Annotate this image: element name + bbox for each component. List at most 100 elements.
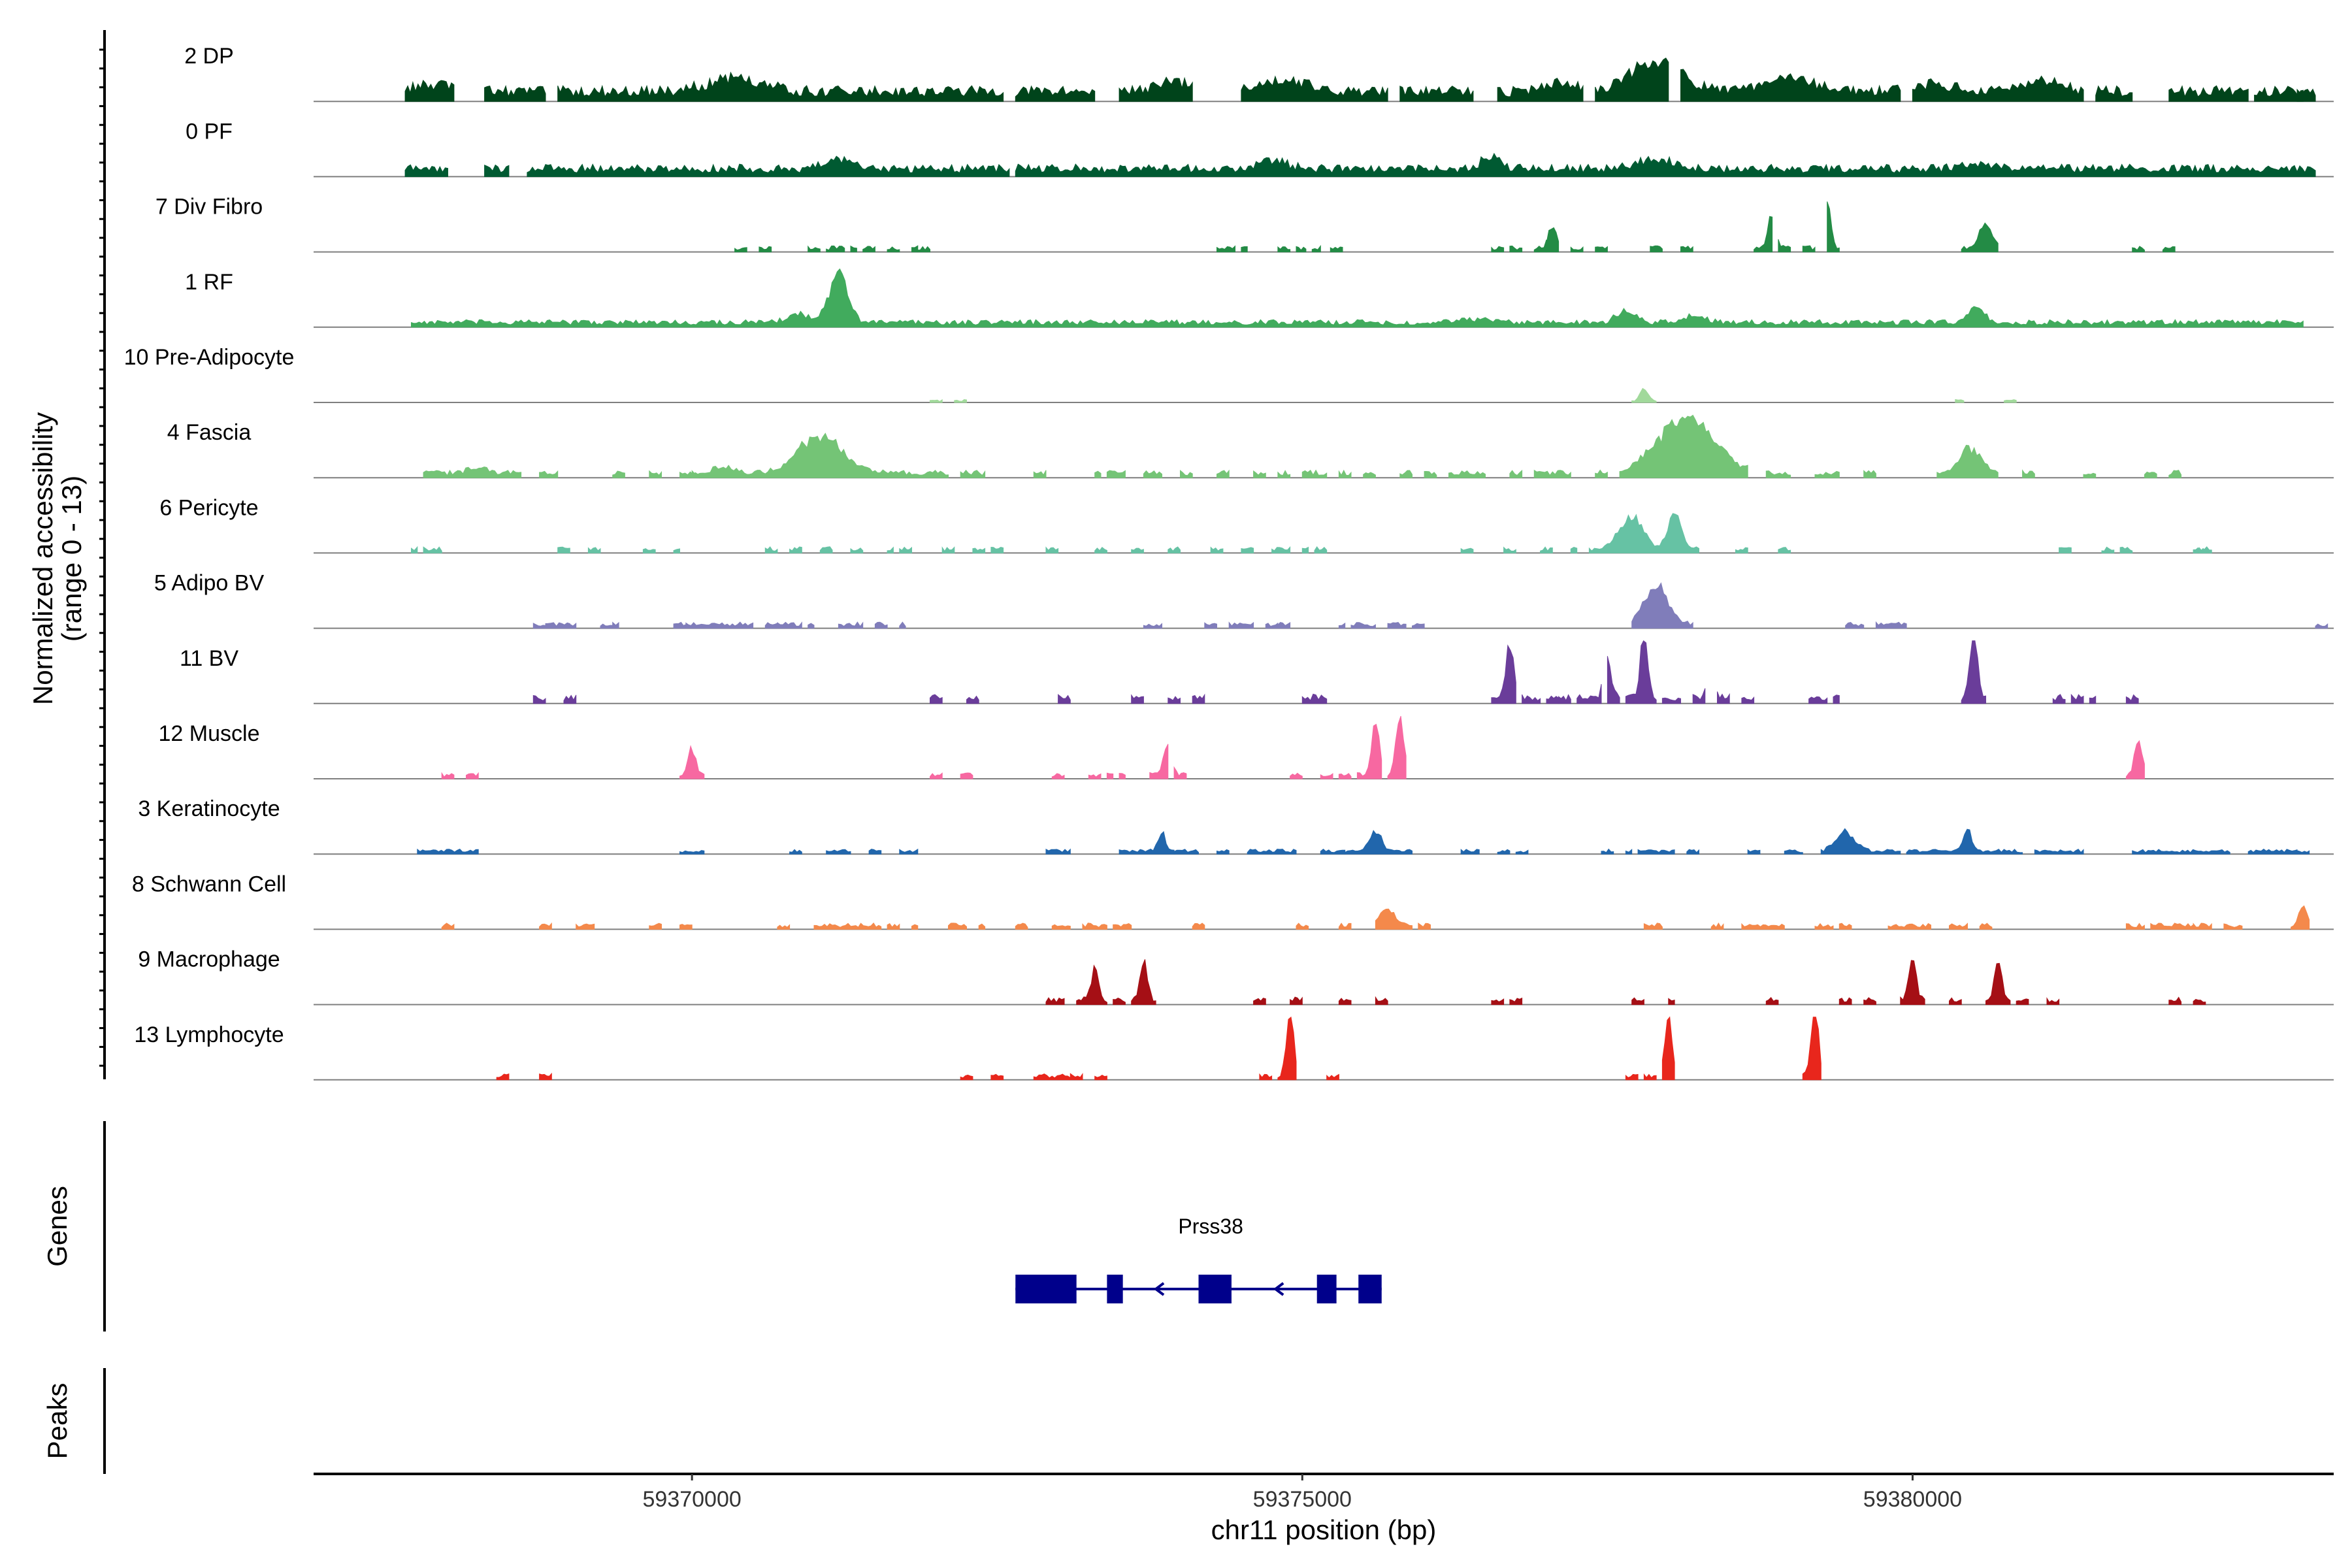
coverage-area [1217, 469, 1230, 478]
coverage-y-ticks [99, 48, 105, 1067]
coverage-area [1106, 470, 1126, 478]
coverage-area [1650, 245, 1663, 253]
coverage-area [1296, 923, 1309, 930]
coverage-area [838, 621, 864, 629]
coverage-area [960, 772, 973, 779]
coverage-area [1747, 849, 1761, 855]
coverage-area [1375, 908, 1413, 930]
coverage-area [2095, 85, 2133, 102]
coverage-area [1338, 923, 1352, 930]
coverage-area [1326, 1073, 1339, 1081]
coverage-area [1631, 997, 1644, 1005]
coverage-area [532, 694, 546, 704]
coverage-area [1106, 772, 1114, 779]
coverage-area [789, 546, 802, 553]
coverage-area [1311, 244, 1321, 253]
coverage-area [587, 547, 601, 553]
coverage-area [2125, 740, 2145, 779]
coverage-area [1271, 546, 1291, 553]
coverage-area [1692, 688, 1706, 704]
coverage-area [1814, 923, 1834, 930]
coverage-area [2119, 546, 2133, 553]
coverage-area [850, 922, 882, 930]
coverage-area [2193, 998, 2206, 1005]
coverage-area [2070, 693, 2084, 704]
coverage-area [1253, 470, 1266, 478]
coverage-area [539, 470, 559, 478]
coverage-area [1338, 773, 1352, 779]
coverage-area [1180, 772, 1187, 779]
coverage-area [691, 433, 949, 478]
coverage-area [1595, 469, 1608, 478]
coverage-area [1949, 923, 1968, 930]
coverage-area [930, 772, 943, 779]
coverage-area [679, 924, 693, 930]
coverage-area [576, 923, 595, 930]
coverage-area [649, 470, 662, 478]
track-label-0-pf: 0 PF [186, 119, 233, 144]
coverage-area [642, 548, 656, 553]
coverage-area [1540, 546, 1553, 553]
coverage-area [1717, 691, 1730, 704]
coverage-area [2004, 399, 2017, 403]
coverage-area [862, 246, 875, 253]
coverage-area [1131, 959, 1156, 1005]
coverage-area [411, 546, 418, 553]
track-label-11-bv: 11 BV [180, 646, 238, 671]
coverage-area [1497, 77, 1584, 102]
coverage-area [1180, 470, 1193, 478]
coverage-area [1217, 849, 1230, 855]
coverage-area [1754, 216, 1773, 253]
coverage-area [1491, 644, 1516, 704]
coverage-area [850, 547, 864, 553]
coverage-area [1827, 201, 1840, 253]
coverage-area [911, 924, 919, 930]
coverage-area [1356, 723, 1382, 779]
gene-strand-arrow [1153, 1282, 1165, 1296]
coverage-area [1838, 923, 1852, 930]
track-label-1-rf: 1 RF [185, 270, 233, 295]
coverage-area [1637, 849, 1675, 855]
coverage-area [1228, 621, 1254, 629]
coverage-area [826, 849, 851, 855]
coverage-area [1301, 469, 1328, 478]
coverage-area [1387, 621, 1407, 629]
coverage-area [2168, 85, 2249, 102]
coverage-area [2168, 996, 2181, 1005]
coverage-area [1680, 246, 1693, 253]
coverage-area [1625, 1073, 1639, 1081]
coverage-area [978, 923, 986, 930]
coverage-area [1784, 849, 1803, 855]
coverage-area [404, 80, 455, 102]
coverage-area [1546, 227, 1560, 253]
coverage-area [1113, 923, 1132, 930]
coverage-area [411, 268, 2304, 328]
coverage-area [990, 546, 1004, 553]
coverage-area [868, 849, 882, 855]
track-label-2-dp: 2 DP [184, 44, 234, 69]
track-label-5-adipo-bv: 5 Adipo BV [154, 571, 265, 596]
coverage-area [954, 399, 967, 403]
coverage-area [1643, 923, 1663, 930]
coverage-area [850, 245, 857, 253]
coverage-area [1625, 849, 1633, 855]
coverage-area [1015, 923, 1028, 930]
coverage-area [1173, 849, 1199, 855]
coverage-area [1522, 694, 1541, 704]
coverage-area [1045, 546, 1059, 553]
coverage-area [734, 247, 747, 253]
coverage-area [1241, 547, 1254, 553]
coverage-area [1051, 924, 1071, 930]
coverage-area [960, 470, 986, 478]
gene-exon [1198, 1275, 1232, 1303]
gene-strand-arrow [1273, 1282, 1284, 1296]
coverage-area [777, 621, 802, 629]
track-label-12-muscle: 12 Muscle [159, 721, 260, 746]
y-axis-title-line2: (range 0 - 13) [56, 476, 87, 642]
track-8-schwann-cell: 8 Schwann Cell [132, 872, 2334, 930]
coverage-area [2052, 694, 2066, 704]
coverage-area [887, 546, 894, 553]
coverage-area [1131, 547, 1144, 553]
coverage-area [569, 623, 577, 629]
